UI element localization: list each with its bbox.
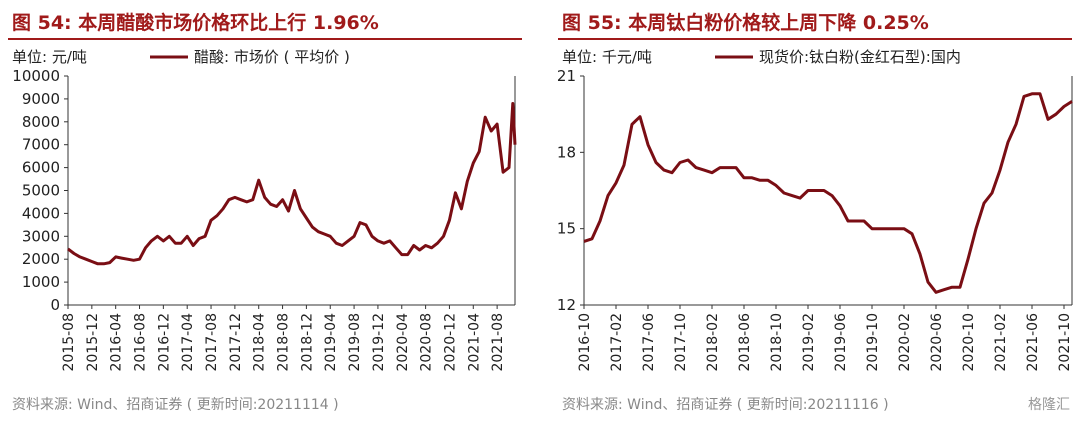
x-tick-label: 2015-08 [61,313,77,372]
y-tick-label: 10000 [12,67,60,85]
unit-label: 单位: 千元/吨 [562,48,652,66]
y-tick-label: 7000 [22,136,60,154]
y-tick-label: 5000 [22,182,60,200]
x-tick-label: 2016-08 [133,313,149,372]
x-tick-label: 2019-02 [801,313,817,372]
title-divider [558,38,1072,40]
x-tick-label: 2016-04 [109,313,125,372]
x-tick-label: 2019-04 [323,313,339,372]
x-tick-label: 2020-04 [395,313,411,372]
x-tick-label: 2016-10 [577,313,593,372]
x-tick-label: 2017-02 [609,313,625,372]
x-tick-label: 2020-06 [929,313,945,372]
y-tick-label: 0 [50,296,60,314]
x-tick-label: 2019-08 [347,313,363,372]
x-tick-label: 2019-06 [833,313,849,372]
chart-title: 图 54: 本周醋酸市场价格环比上行 1.96% [12,12,379,34]
x-tick-label: 2018-06 [737,313,753,372]
x-tick-label: 2017-04 [180,313,196,372]
y-tick-label: 18 [557,143,576,161]
x-tick-label: 2020-12 [442,313,458,372]
y-tick-label: 9000 [22,90,60,108]
x-tick-label: 2020-10 [961,313,977,372]
y-tick-label: 15 [557,220,576,238]
titanium-dioxide-line-chart: 单位: 千元/吨 现货价:钛白粉(金红石型):国内 12 15 18 21 2016-10 2… [557,48,1073,372]
chart-panel-titanium-dioxide: 图 55: 本周钛白粉价格较上周下降 0.25% 单位: 千元/吨 现货价:钛白粉… [550,0,1080,423]
x-tick-label: 2017-08 [204,313,220,372]
y-tick-label: 21 [557,67,576,85]
x-tick-label: 2018-10 [769,313,785,372]
x-tick-label: 2019-12 [371,313,387,372]
y-tick-label: 2000 [22,250,60,268]
x-tick-label: 2016-12 [156,313,172,372]
x-tick-label: 2020-08 [419,313,435,372]
x-tick-label: 2021-04 [466,313,482,372]
x-tick-label: 2019-10 [865,313,881,372]
acetic-acid-line-chart: 单位: 元/吨 醋酸: 市场价 ( 平均价 ) 0 1000 2000 3000 4000 5… [12,48,517,372]
y-tick-label: 8000 [22,113,60,131]
unit-label: 单位: 元/吨 [12,48,87,66]
y-tick-label: 4000 [22,204,60,222]
x-tick-label: 2021-06 [1025,313,1041,372]
chart-title: 图 55: 本周钛白粉价格较上周下降 0.25% [562,12,929,34]
y-tick-label: 12 [557,296,576,314]
legend-label: 醋酸: 市场价 ( 平均价 ) [194,48,350,66]
x-tick-label: 2020-02 [897,313,913,372]
series-line [583,92,1073,294]
x-tick-label: 2017-10 [673,313,689,372]
y-tick-label: 1000 [22,273,60,291]
x-tick-label: 2021-02 [993,313,1009,372]
title-divider [8,38,522,40]
x-tick-label: 2015-12 [85,313,101,372]
chart-panel-acetic-acid: 图 54: 本周醋酸市场价格环比上行 1.96% 单位: 元/吨 醋酸: 市场价 … [0,0,530,423]
x-tick-label: 2018-12 [299,313,315,372]
watermark-logo: 格隆汇 [1028,397,1070,413]
source-note: 资料来源: Wind、招商证券 ( 更新时间:20211114 ) [12,397,339,413]
x-tick-label: 2017-12 [228,313,244,372]
x-tick-label: 2018-02 [705,313,721,372]
x-tick-label: 2021-10 [1057,313,1073,372]
y-tick-label: 6000 [22,159,60,177]
x-tick-label: 2018-04 [252,313,268,372]
x-tick-label: 2018-08 [276,313,292,372]
x-tick-label: 2021-08 [490,313,506,372]
legend-label: 现货价:钛白粉(金红石型):国内 [759,48,961,66]
y-tick-label: 3000 [22,227,60,245]
source-note: 资料来源: Wind、招商证券 ( 更新时间:20211116 ) [562,397,889,413]
series-line [67,102,517,266]
x-tick-label: 2017-06 [641,313,657,372]
